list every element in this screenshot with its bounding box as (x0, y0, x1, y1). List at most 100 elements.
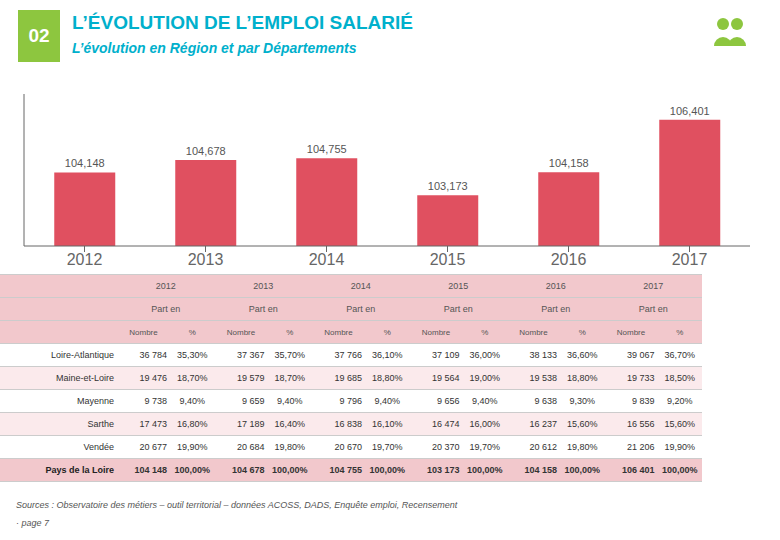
html-text:Part en: Part en (151, 304, 181, 314)
html-text:Maine-et-Loire: Maine-et-Loire (56, 373, 114, 383)
html-text:02: 02 (28, 25, 50, 46)
html-text:9 738: 9 738 (144, 396, 167, 406)
html-text:37 766: 37 766 (334, 350, 362, 360)
html-text:9,30%: 9,30% (569, 396, 595, 406)
html-text:18,80%: 18,80% (567, 373, 598, 383)
html-text:35,70%: 35,70% (274, 350, 305, 360)
html-text:19 733: 19 733 (627, 373, 655, 383)
html-text:36,00%: 36,00% (469, 350, 500, 360)
html-text:18,70%: 18,70% (274, 373, 305, 383)
html-text:36,60%: 36,60% (567, 350, 598, 360)
html-text:20 677: 20 677 (139, 442, 167, 452)
html-text:20 370: 20 370 (432, 442, 460, 452)
html-text:16 838: 16 838 (334, 419, 362, 429)
html-text:16,40%: 16,40% (274, 419, 305, 429)
html-text:17 473: 17 473 (139, 419, 167, 429)
svg-text:2012: 2012 (67, 251, 103, 268)
html-text:18,80%: 18,80% (372, 373, 403, 383)
svg-text:106,401: 106,401 (670, 105, 710, 117)
html-text:16 474: 16 474 (432, 419, 460, 429)
html-text:38 133: 38 133 (529, 350, 557, 360)
html-text:9 659: 9 659 (242, 396, 265, 406)
html-text:16 237: 16 237 (529, 419, 557, 429)
html-text:L’évolution en Région et par D: L’évolution en Région et par Département… (72, 40, 357, 56)
svg-text:104,158: 104,158 (549, 157, 589, 169)
svg-text:2017: 2017 (672, 251, 708, 268)
html-text:9 839: 9 839 (632, 396, 655, 406)
html-text:2017: 2017 (643, 281, 664, 291)
html-text:Nombre: Nombre (129, 327, 158, 337)
html-text:2012: 2012 (155, 281, 176, 291)
html-text:19,90%: 19,90% (177, 442, 208, 452)
html-text:16,10%: 16,10% (372, 419, 403, 429)
html-text:9,20%: 9,20% (667, 396, 693, 406)
html-text:18,70%: 18,70% (177, 373, 208, 383)
html-text:35,30%: 35,30% (177, 350, 208, 360)
html-text:9 656: 9 656 (437, 396, 460, 406)
html-text:9 638: 9 638 (534, 396, 557, 406)
html-text:9,40%: 9,40% (179, 396, 205, 406)
html-text:16,80%: 16,80% (177, 419, 208, 429)
html-text:16 556: 16 556 (627, 419, 655, 429)
html-text:9,40%: 9,40% (374, 396, 400, 406)
html-text:Loire-Atlantique: Loire-Atlantique (51, 350, 114, 360)
html-text:Nombre: Nombre (324, 327, 353, 337)
html-text:Sarthe: Sarthe (87, 419, 114, 429)
html-text:Part en: Part en (541, 304, 571, 314)
html-text:Pays de la Loire: Pays de la Loire (45, 465, 114, 475)
html-text:19 564: 19 564 (432, 373, 460, 383)
html-text:Nombre: Nombre (421, 327, 451, 337)
html-text:Part en: Part en (346, 304, 376, 314)
html-text:9,40%: 9,40% (472, 396, 498, 406)
html-text:19,80%: 19,80% (274, 442, 305, 452)
html-text:2016: 2016 (545, 281, 566, 291)
html-text:Part en: Part en (248, 304, 278, 314)
html-text:19 476: 19 476 (139, 373, 167, 383)
html-text:9,40%: 9,40% (277, 396, 303, 406)
svg-text:2015: 2015 (430, 251, 466, 268)
html-text:37 367: 37 367 (237, 350, 265, 360)
svg-text:104,678: 104,678 (186, 145, 226, 157)
html-text:17 189: 17 189 (237, 419, 265, 429)
html-text:9 796: 9 796 (339, 396, 362, 406)
svg-text:103,173: 103,173 (428, 180, 468, 192)
html-text:19,00%: 19,00% (469, 373, 500, 383)
svg-text:2016: 2016 (551, 251, 587, 268)
html-text:21 206: 21 206 (627, 442, 655, 452)
html-text:19,90%: 19,90% (664, 442, 695, 452)
html-text:104 148: 104 148 (134, 465, 167, 475)
html-text:19 685: 19 685 (334, 373, 362, 383)
html-text:2013: 2013 (253, 281, 274, 291)
html-text:39 067: 39 067 (627, 350, 655, 360)
html-text:Nombre: Nombre (226, 327, 256, 337)
svg-text:104,148: 104,148 (65, 157, 105, 169)
html-text:Part en: Part en (443, 304, 473, 314)
html-text:Mayenne: Mayenne (77, 396, 114, 406)
html-text:20 684: 20 684 (237, 442, 265, 452)
html-text:Part en: Part en (638, 304, 668, 314)
html-text:2014: 2014 (350, 281, 371, 291)
html-text:Nombre: Nombre (616, 327, 646, 337)
html-text:19,70%: 19,70% (372, 442, 403, 452)
html-text:36,10%: 36,10% (372, 350, 403, 360)
html-text:37 109: 37 109 (432, 350, 460, 360)
html-text:15,60%: 15,60% (567, 419, 598, 429)
html-text:16,00%: 16,00% (469, 419, 500, 429)
html-text:20 612: 20 612 (529, 442, 557, 452)
html-text:20 670: 20 670 (334, 442, 362, 452)
html-text:L’ÉVOLUTION DE L’EMPLOI SALARI: L’ÉVOLUTION DE L’EMPLOI SALARIÉ (72, 12, 413, 33)
svg-text:2013: 2013 (188, 251, 224, 268)
svg-text:104,755: 104,755 (307, 143, 347, 155)
html-text:19,80%: 19,80% (567, 442, 598, 452)
html-text:18,50%: 18,50% (664, 373, 695, 383)
html-text:Vendée: Vendée (83, 442, 114, 452)
html-text:36,70%: 36,70% (664, 350, 695, 360)
html-text:36 784: 36 784 (139, 350, 167, 360)
html-text:19,70%: 19,70% (469, 442, 500, 452)
html-text:Nombre: Nombre (519, 327, 548, 337)
html-text:2015: 2015 (448, 281, 469, 291)
html-text:15,60%: 15,60% (664, 419, 695, 429)
svg-text:2014: 2014 (309, 251, 345, 268)
html-text:19 538: 19 538 (529, 373, 557, 383)
html-text:19 579: 19 579 (237, 373, 265, 383)
